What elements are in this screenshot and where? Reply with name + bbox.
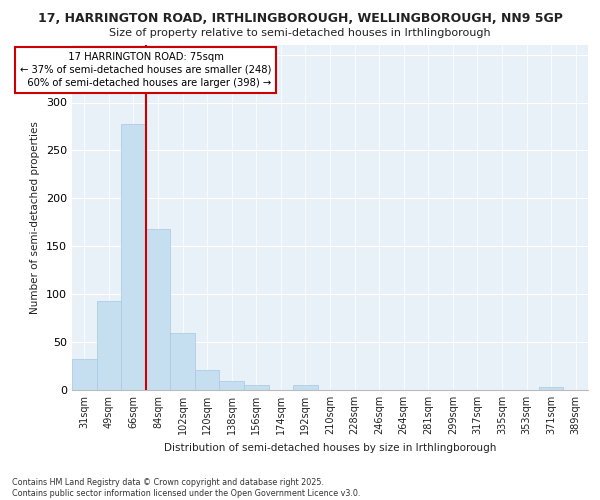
Y-axis label: Number of semi-detached properties: Number of semi-detached properties — [31, 121, 40, 314]
Bar — [244, 385, 269, 390]
Bar — [220, 382, 244, 390]
Bar — [539, 387, 563, 390]
Text: Size of property relative to semi-detached houses in Irthlingborough: Size of property relative to semi-detach… — [109, 28, 491, 38]
X-axis label: Distribution of semi-detached houses by size in Irthlingborough: Distribution of semi-detached houses by … — [164, 442, 496, 452]
Text: Contains HM Land Registry data © Crown copyright and database right 2025.
Contai: Contains HM Land Registry data © Crown c… — [12, 478, 361, 498]
Text: 17, HARRINGTON ROAD, IRTHLINGBOROUGH, WELLINGBOROUGH, NN9 5GP: 17, HARRINGTON ROAD, IRTHLINGBOROUGH, WE… — [38, 12, 562, 26]
Bar — [293, 385, 318, 390]
Bar — [121, 124, 146, 390]
Bar — [97, 301, 121, 390]
Bar — [170, 332, 195, 390]
Bar — [195, 370, 220, 390]
Text: 17 HARRINGTON ROAD: 75sqm  
← 37% of semi-detached houses are smaller (248)
  60: 17 HARRINGTON ROAD: 75sqm ← 37% of semi-… — [20, 52, 271, 88]
Bar — [146, 229, 170, 390]
Bar — [72, 360, 97, 390]
